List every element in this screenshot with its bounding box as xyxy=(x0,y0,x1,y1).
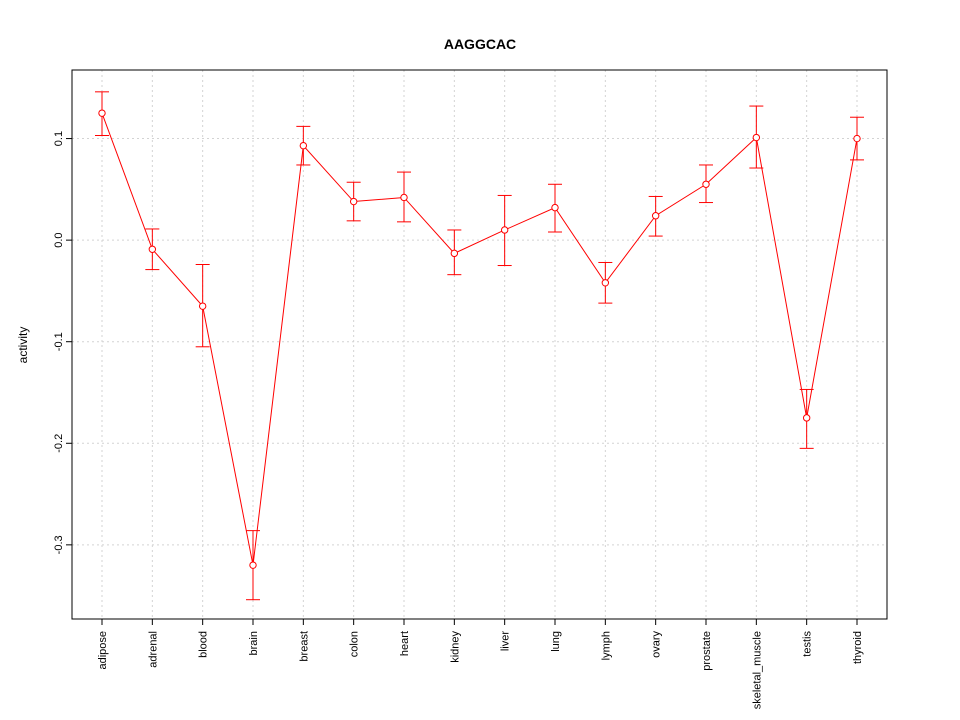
data-point xyxy=(702,180,710,188)
chart-title: AAGGCAC xyxy=(444,36,516,52)
data-point xyxy=(198,302,207,310)
y-tick-label: 0.0 xyxy=(53,232,65,247)
grid xyxy=(72,70,887,619)
x-tick-label: testis xyxy=(802,631,814,657)
x-tick-label: blood xyxy=(198,631,210,658)
x-tick-label: skeletal_muscle xyxy=(751,631,763,709)
y-tick-label: -0.3 xyxy=(53,535,65,554)
data-point xyxy=(450,249,459,258)
data-point xyxy=(299,141,308,150)
x-tick-label: liver xyxy=(500,631,512,652)
y-tick-label: -0.2 xyxy=(53,434,65,453)
x-tick-label: prostate xyxy=(701,631,713,671)
x-tick-label: colon xyxy=(349,631,361,657)
axes: adipose adrenal blood brain breast colon heart… xyxy=(53,131,864,709)
data-point xyxy=(802,414,811,422)
x-tick-label: ovary xyxy=(651,631,663,658)
data-point xyxy=(551,203,559,212)
data-point xyxy=(349,197,358,206)
marks xyxy=(95,91,864,601)
x-tick-label: adrenal xyxy=(147,631,159,668)
plot-frame xyxy=(71,69,888,620)
data-point xyxy=(651,212,660,220)
x-tick-label: brain xyxy=(248,631,260,655)
series-line xyxy=(101,112,858,566)
data-point xyxy=(98,109,106,117)
x-tick-label: breast xyxy=(298,631,310,662)
data-point xyxy=(500,226,509,234)
data-point xyxy=(853,134,861,143)
x-tick-label: lymph xyxy=(600,631,612,660)
y-tick-label: 0.1 xyxy=(53,131,65,146)
data-point xyxy=(601,279,610,287)
data-point xyxy=(400,193,408,202)
data-point xyxy=(249,561,257,569)
data-point xyxy=(752,133,761,142)
y-axis-label: activity xyxy=(16,327,30,364)
data-point xyxy=(148,245,157,253)
x-tick-label: thyroid xyxy=(852,631,864,664)
y-tick-label: -0.1 xyxy=(53,332,65,351)
x-tick-label: lung xyxy=(550,631,562,652)
x-tick-label: kidney xyxy=(449,631,461,663)
x-tick-label: heart xyxy=(399,631,411,656)
x-tick-label: adipose xyxy=(97,631,109,670)
